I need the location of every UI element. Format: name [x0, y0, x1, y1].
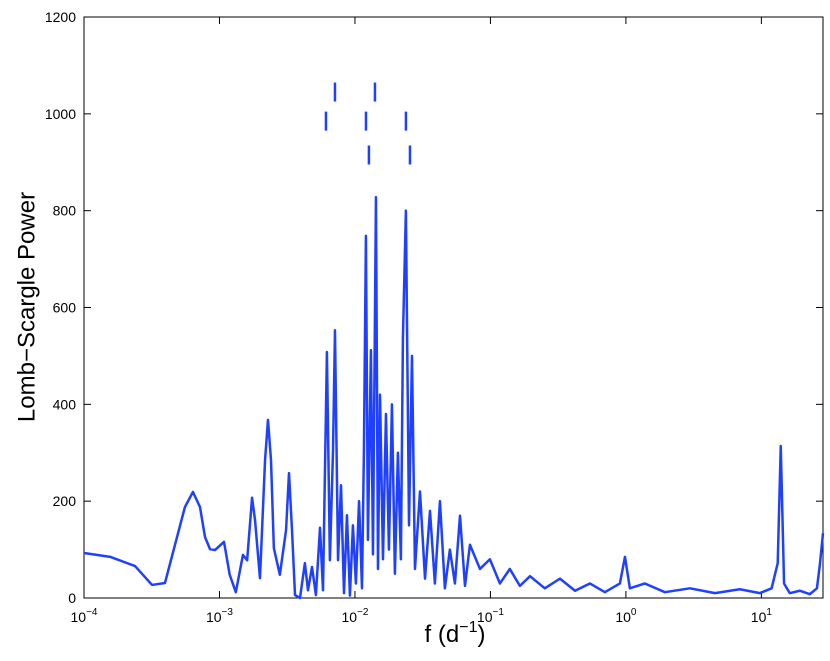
x-axis-title-suffix: ) [477, 621, 485, 648]
plot-frame [83, 16, 824, 599]
x-tick-label: 10−2 [341, 607, 368, 625]
y-tick-label: 1000 [45, 106, 76, 122]
x-tick-exponent: 0 [631, 607, 637, 618]
x-tick-base: 10 [341, 609, 357, 625]
x-tick-base: 10 [206, 609, 222, 625]
x-tick-base: 10 [615, 609, 631, 625]
x-tick-exponent: 1 [766, 607, 772, 618]
data-line [83, 195, 825, 600]
x-tick-label: 10−3 [206, 607, 233, 625]
x-axis-title-text: f (d [425, 621, 460, 648]
x-tick-base: 10 [71, 609, 87, 625]
x-axis-title: f (d−1) [425, 619, 486, 648]
y-tick-label: 400 [53, 396, 77, 412]
y-tick-label: 800 [53, 203, 77, 219]
y-tick-label: 0 [68, 590, 76, 606]
y-axis-title: Lomb−Scargle Power [13, 192, 40, 422]
x-tick-exponent: −2 [357, 607, 369, 618]
x-tick-exponent: −1 [493, 607, 505, 618]
x-tick-exponent: −4 [86, 607, 98, 618]
x-tick-label: 101 [751, 607, 773, 625]
y-tick-label: 600 [53, 300, 77, 316]
x-tick-base: 10 [477, 609, 493, 625]
y-tick-label: 1200 [45, 9, 76, 25]
x-tick-label: 10−4 [71, 607, 98, 625]
x-tick-exponent: −3 [222, 607, 234, 618]
x-tick-label: 10−1 [477, 607, 504, 625]
x-axis-title-superscript: −1 [459, 619, 477, 636]
x-tick-label: 100 [615, 607, 637, 625]
x-tick-base: 10 [751, 609, 767, 625]
y-tick-label: 200 [53, 493, 77, 509]
